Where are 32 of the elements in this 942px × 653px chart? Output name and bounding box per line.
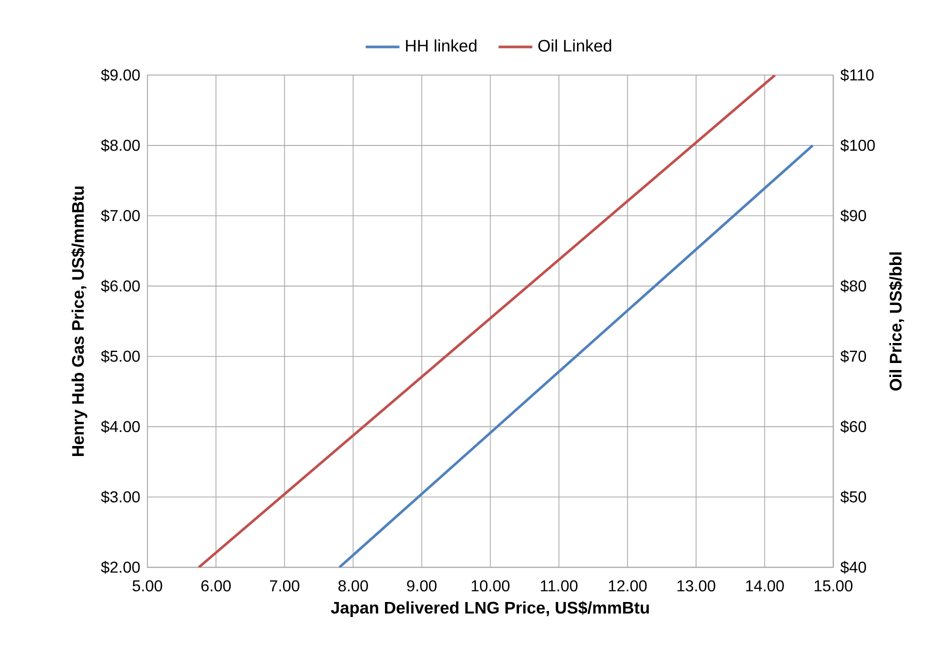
- y2-tick-label: $90: [840, 209, 866, 222]
- x-tick-label: 6.00: [201, 580, 231, 592]
- x-tick-label: 13.00: [678, 580, 716, 592]
- y2-axis-title: Oil Price, US$/bbl: [889, 252, 904, 390]
- y2-tick-label: $70: [840, 350, 866, 363]
- y-tick-label: $2.00: [100, 560, 140, 574]
- y-tick-label: $7.00: [100, 209, 140, 222]
- y2-tick-label: $40: [840, 560, 866, 574]
- x-tick-label: 14.00: [746, 580, 784, 592]
- y-tick-label: $8.00: [100, 138, 140, 152]
- y2-tick-label: $100: [840, 138, 875, 152]
- x-axis-title: Japan Delivered LNG Price, US$/mmBtu: [330, 600, 649, 617]
- y2-tick-label: $80: [840, 280, 866, 292]
- y-tick-label: $4.00: [100, 420, 140, 433]
- x-tick-label: 9.00: [407, 580, 437, 592]
- x-tick-label: 10.00: [472, 580, 510, 592]
- x-tick-label: 8.00: [338, 580, 368, 592]
- y2-tick-label: $50: [840, 490, 866, 504]
- y-axis-title: Henry Hub Gas Price, US$/mmBtu: [71, 186, 88, 456]
- legend-label: HH linked: [406, 39, 476, 52]
- y-tick-label: $5.00: [100, 350, 140, 363]
- x-tick-label: 7.00: [270, 580, 300, 592]
- y-tick-label: $9.00: [100, 68, 140, 82]
- x-tick-label: 11.00: [540, 580, 578, 592]
- x-tick-label: 12.00: [608, 580, 647, 592]
- y2-tick-label: $110: [840, 68, 874, 82]
- x-tick-label: 5.00: [132, 580, 162, 592]
- y2-tick-label: $60: [840, 420, 866, 433]
- legend-label: Oil Linked: [538, 39, 612, 52]
- y-tick-label: $6.00: [100, 280, 140, 292]
- x-tick-label: 15.00: [814, 580, 852, 592]
- y-tick-label: $3.00: [100, 490, 140, 504]
